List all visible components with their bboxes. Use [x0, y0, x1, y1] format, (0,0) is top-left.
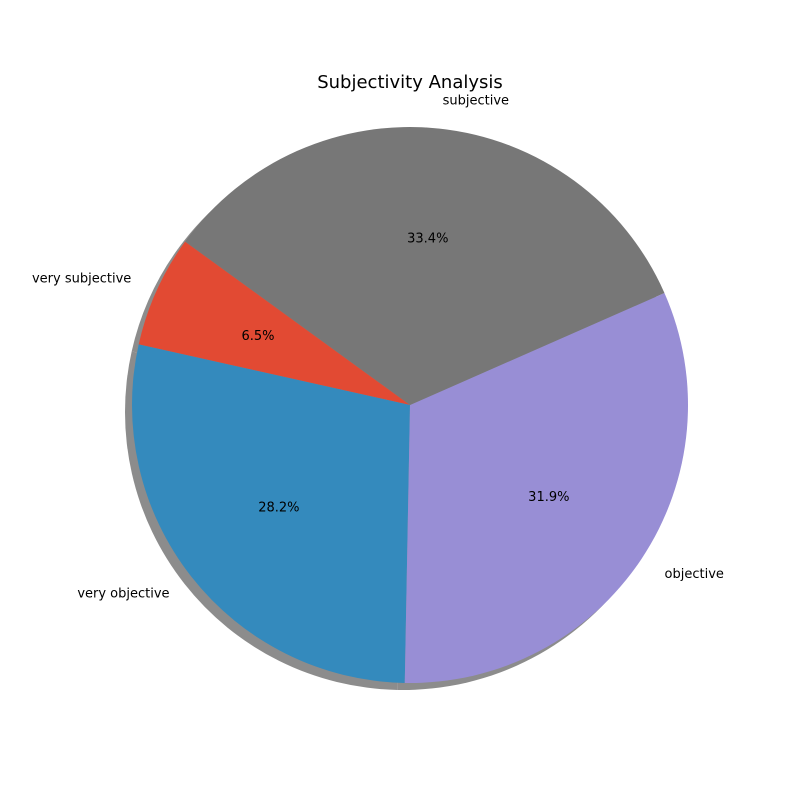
pie-labels: very subjective 6.5% very objective 28.2% ob…	[32, 93, 724, 601]
pie-slice-very-subjective	[138, 241, 411, 405]
pie-slice-very-objective	[131, 344, 410, 683]
slice-percent-very-objective: 28.2%	[258, 501, 299, 516]
slice-label-very-objective: very objective	[77, 586, 169, 601]
slice-label-objective: objective	[665, 567, 724, 582]
pie-slices	[131, 127, 688, 683]
slice-percent-subjective: 33.4%	[407, 232, 448, 247]
pie-slice-objective	[404, 292, 688, 683]
chart-title: Subjectivity Analysis	[317, 72, 503, 93]
slice-percent-objective: 31.9%	[528, 490, 569, 505]
slice-label-subjective: subjective	[443, 93, 509, 108]
slice-percent-very-subjective: 6.5%	[241, 329, 274, 344]
slice-label-very-subjective: very subjective	[32, 272, 131, 287]
pie-slice-subjective	[185, 127, 665, 405]
